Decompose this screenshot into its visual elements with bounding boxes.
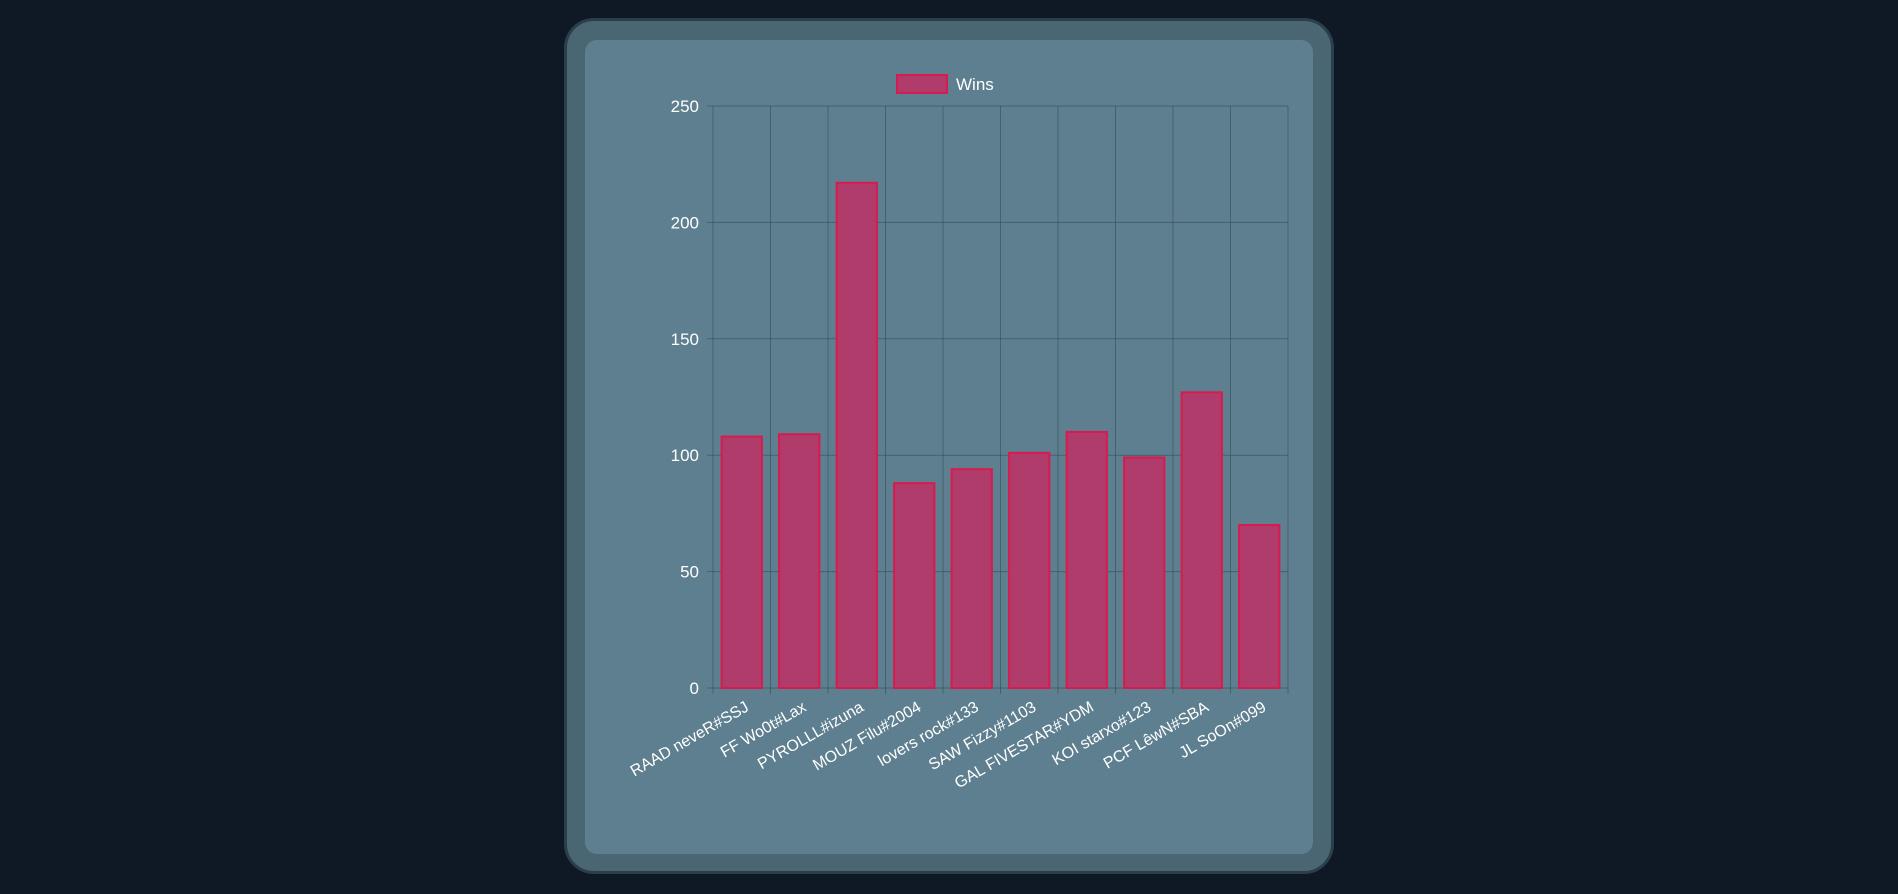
legend-swatch[interactable] xyxy=(896,74,948,94)
y-tick-label: 150 xyxy=(671,330,699,349)
y-tick-label: 200 xyxy=(671,213,699,232)
y-tick-label: 250 xyxy=(671,97,699,116)
y-tick-label: 100 xyxy=(671,446,699,465)
bar[interactable] xyxy=(893,482,936,689)
y-tick-label: 50 xyxy=(680,563,699,582)
bar[interactable] xyxy=(1238,524,1281,689)
bar[interactable] xyxy=(835,181,878,689)
legend[interactable]: Wins xyxy=(896,74,994,94)
bar[interactable] xyxy=(778,433,821,689)
bar[interactable] xyxy=(1065,430,1108,689)
bar[interactable] xyxy=(1123,456,1166,690)
bar[interactable] xyxy=(1008,451,1051,690)
y-axis: 0 50 100 150 200 250 xyxy=(671,97,699,698)
bar[interactable] xyxy=(1180,391,1223,689)
y-tick-label: 0 xyxy=(690,679,699,698)
bar[interactable] xyxy=(950,468,993,689)
legend-label-wins[interactable]: Wins xyxy=(956,75,994,94)
bar[interactable] xyxy=(720,435,763,689)
bars xyxy=(720,181,1281,690)
